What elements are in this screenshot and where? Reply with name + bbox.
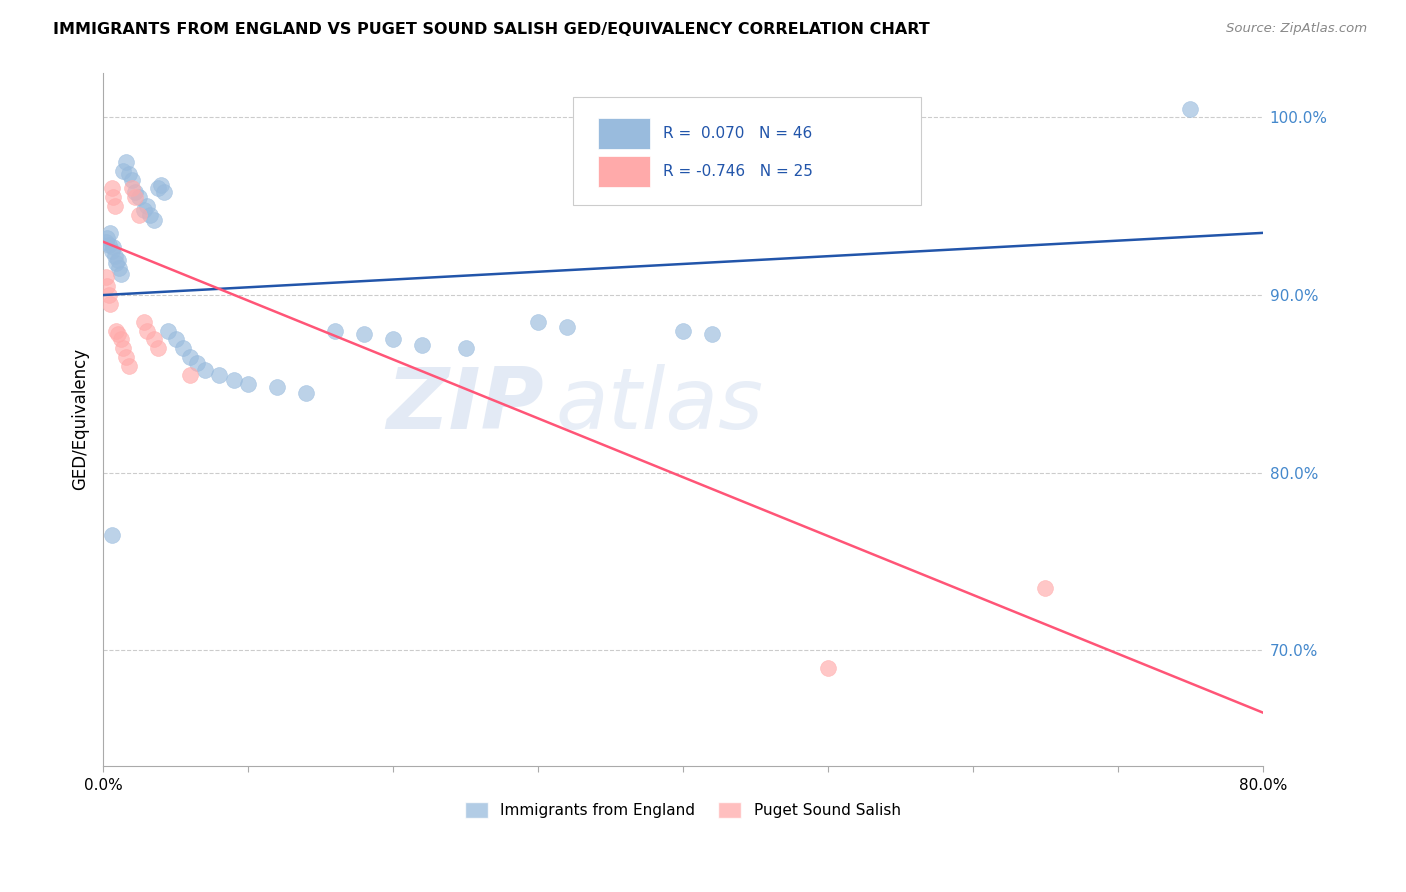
Point [179,350,201,364]
Point [222,373,245,387]
Point [118,359,141,373]
Point [148,181,170,195]
Point [236,376,259,391]
Point [96,279,118,293]
Point [353,327,375,342]
Point [118,167,141,181]
Point [165,333,187,347]
Point [153,185,176,199]
Point [132,202,155,217]
Text: IMMIGRANTS FROM ENGLAND VS PUGET SOUND SALISH GED/EQUIVALENCY CORRELATION CHART: IMMIGRANTS FROM ENGLAND VS PUGET SOUND S… [53,22,931,37]
Point [172,342,194,356]
Point [103,240,125,254]
Point [157,324,180,338]
Point [527,315,550,329]
Point [115,350,138,364]
Point [107,252,129,267]
Point [101,528,124,542]
Point [150,178,173,192]
Point [100,226,122,240]
Point [112,342,135,356]
Point [179,368,201,382]
Point [124,190,146,204]
Point [108,261,131,276]
Point [128,190,150,204]
Point [411,338,433,352]
Y-axis label: GED/Equivalency: GED/Equivalency [72,349,89,491]
Point [124,185,146,199]
Point [94,235,117,249]
Point [112,163,135,178]
Point [94,270,117,285]
Text: ZIP: ZIP [387,364,544,447]
Point [1180,102,1202,116]
Point [135,324,157,338]
Point [1033,581,1056,595]
Point [97,288,120,302]
Point [101,244,124,258]
Point [128,208,150,222]
Point [115,154,138,169]
Text: R = -0.746   N = 25: R = -0.746 N = 25 [664,164,813,179]
Legend: Immigrants from England, Puget Sound Salish: Immigrants from England, Puget Sound Sal… [460,796,907,824]
Point [105,324,128,338]
Point [148,342,170,356]
Text: R =  0.070   N = 46: R = 0.070 N = 46 [664,126,813,141]
Point [100,297,122,311]
FancyBboxPatch shape [572,97,921,204]
Point [295,385,318,400]
Point [97,238,120,252]
Point [96,231,118,245]
Point [266,380,288,394]
Point [104,199,127,213]
Point [132,315,155,329]
Point [110,333,132,347]
Point [105,256,128,270]
FancyBboxPatch shape [599,118,651,149]
Point [142,333,165,347]
Point [672,324,695,338]
Point [142,213,165,227]
Point [555,320,578,334]
FancyBboxPatch shape [599,156,651,187]
Point [121,181,143,195]
Point [107,327,129,342]
Point [454,342,477,356]
Point [103,190,125,204]
Point [121,172,143,186]
Point [186,355,208,369]
Point [194,362,217,376]
Point [323,324,346,338]
Point [700,327,723,342]
Point [110,267,132,281]
Point [208,368,231,382]
Text: atlas: atlas [555,364,763,447]
Point [382,333,405,347]
Point [138,208,160,222]
Point [104,249,127,263]
Text: Source: ZipAtlas.com: Source: ZipAtlas.com [1226,22,1367,36]
Point [101,181,124,195]
Point [135,199,157,213]
Point [817,661,839,675]
